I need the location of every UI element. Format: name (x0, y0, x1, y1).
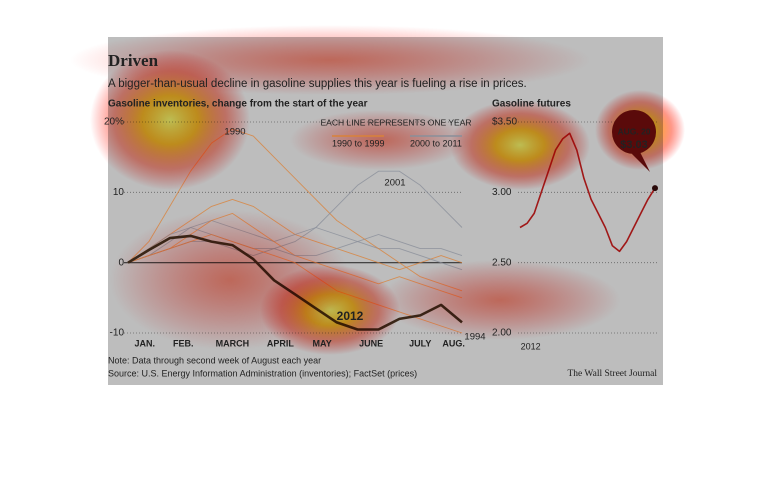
legend-label: 2000 to 2011 (410, 138, 462, 148)
x-tick-label: AUG. (442, 338, 465, 348)
source: Source: U.S. Energy Information Administ… (108, 368, 417, 378)
x-tick-label: JAN. (134, 338, 155, 348)
heat-spot (380, 260, 620, 340)
heatmap (70, 25, 685, 355)
chart-title: Gasoline futures (492, 99, 571, 110)
end-point (652, 185, 658, 192)
x-tick-label: MAY (313, 338, 332, 348)
y-tick-label: 0 (118, 257, 124, 268)
legend-label: 1990 to 1999 (332, 138, 385, 148)
annotation: AUG. 20 (617, 126, 650, 136)
series-label: 1994 (464, 332, 485, 343)
credit: The Wall Street Journal (567, 369, 657, 379)
series-label: 2012 (337, 309, 364, 323)
x-tick-label: JUNE (359, 338, 383, 348)
y-tick-label: 2.00 (492, 328, 512, 339)
x-tick-label: FEB. (173, 338, 194, 348)
heat-spot (90, 50, 250, 190)
x-tick-label: 2012 (521, 341, 541, 351)
heat-spot (290, 110, 470, 170)
y-tick-label: 2.50 (492, 257, 512, 268)
x-tick-label: APRIL (267, 338, 295, 348)
value-label: $3.03 (620, 139, 648, 151)
callout (612, 110, 656, 172)
y-tick-label: 10 (113, 187, 125, 198)
series-label: 1990 (224, 127, 245, 138)
y-tick-label: 20% (104, 117, 124, 128)
y-tick-label: $3.50 (492, 117, 517, 128)
series-label: 2001 (384, 178, 405, 189)
series-line (519, 132, 656, 253)
chart-title: Gasoline inventories, change from the st… (108, 99, 368, 110)
heat-spot (450, 100, 590, 190)
subtitle: A bigger-than-usual decline in gasoline … (108, 78, 527, 90)
y-tick-label: 3.00 (492, 187, 512, 198)
heat-spot (110, 210, 350, 350)
title: Driven (108, 51, 159, 70)
x-tick-label: MARCH (216, 338, 250, 348)
legend-note: EACH LINE REPRESENTS ONE YEAR (321, 117, 472, 127)
y-tick-label: -10 (110, 328, 125, 339)
note: Note: Data through second week of August… (108, 355, 321, 365)
x-tick-label: JULY (409, 338, 431, 348)
